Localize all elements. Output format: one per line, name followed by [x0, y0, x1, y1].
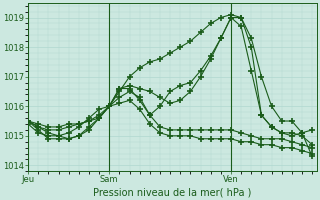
X-axis label: Pression niveau de la mer( hPa ): Pression niveau de la mer( hPa ) [93, 187, 252, 197]
